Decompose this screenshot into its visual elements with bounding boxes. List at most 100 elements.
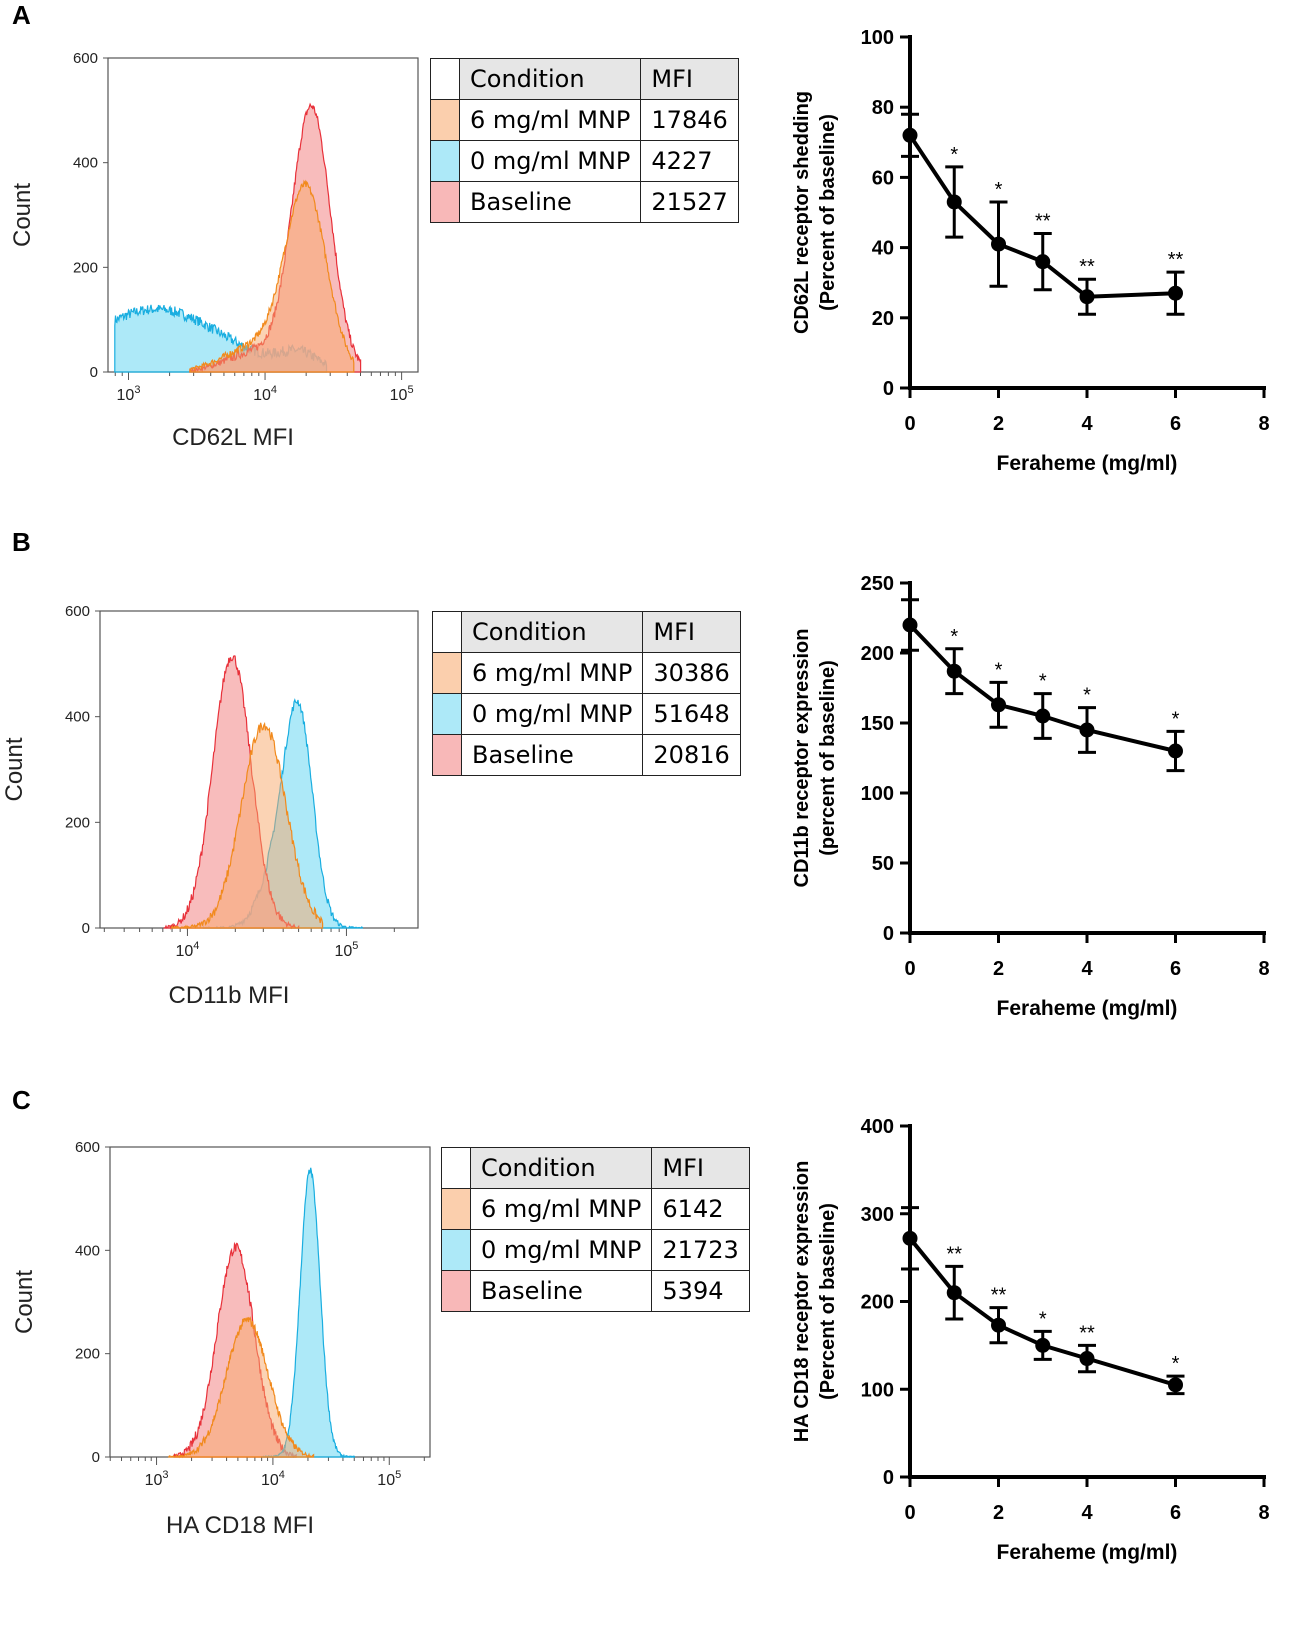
condition-cell: Baseline [469,1270,653,1312]
x-tick-label: 8 [1258,958,1269,980]
panel-label: A [12,0,31,30]
y-axis-label: Count [1,737,28,801]
significance-marker: * [950,144,958,166]
y-tick-label: 20 [872,308,894,330]
y-axis-label: CD62L receptor shedding [791,91,813,334]
condition-cell: Baseline [460,734,644,776]
condition-cell: 0 mg/ml MNP [458,140,642,182]
data-point [902,1230,918,1246]
x-tick-label: 0 [904,958,915,980]
x-tick-label: 8 [1258,413,1269,435]
significance-marker: ** [1079,1322,1095,1344]
swatch-blue [430,140,460,182]
significance-marker: ** [1079,256,1095,278]
x-tick-label: 103 [117,384,141,404]
swatch-orange [430,99,460,141]
x-axis-label: HA CD18 MFI [166,1512,314,1539]
x-tick-label: 2 [993,958,1004,980]
data-point [1035,1337,1051,1353]
swatch-red [441,1270,471,1312]
y-tick-label: 0 [883,1467,894,1489]
histogram-chart: 0 200 400 600 104 105 CD11b MFI Count [1,603,419,1009]
mfi-table: Condition MFI 6 mg/ml MNP 17846 0 mg/ml M… [430,58,739,223]
y-tick-label: 60 [872,167,894,189]
significance-marker: * [950,626,958,648]
y-axis-label: HA CD18 receptor expression [791,1161,813,1443]
significance-marker: * [1039,1308,1047,1330]
y-tick-label: 400 [73,155,98,172]
mfi-cell: 21527 [640,181,739,223]
x-tick-label: 6 [1170,958,1181,980]
y-tick-label: 0 [883,378,894,400]
histogram-orange-series [170,721,324,930]
data-point [1079,289,1095,305]
data-point [1168,743,1183,759]
y-tick-label: 0 [883,923,894,945]
y-tick-label: 400 [75,1242,100,1259]
swatch-blue [432,693,462,735]
significance-marker: ** [991,1285,1007,1307]
mfi-cell: 20816 [642,734,741,776]
panel-c: C 0 200 400 600 103 104 105 HA CD18 MFI Count Co… [0,1085,1290,1635]
y-tick-label: 200 [861,643,894,665]
y-tick-label: 150 [861,713,894,735]
x-tick-label: 105 [334,940,358,960]
series-line [908,623,1176,753]
mfi-cell: 51648 [642,693,741,735]
y-axis-label: Count [11,1270,38,1334]
y-tick-label: 80 [872,97,894,119]
data-point [991,697,1006,713]
x-tick-label: 104 [175,940,199,960]
y-tick-label: 100 [861,27,894,49]
header-mfi: MFI [642,611,741,653]
significance-marker: * [1172,708,1180,730]
condition-cell: 6 mg/ml MNP [469,1188,653,1230]
data-point [902,127,918,143]
significance-marker: ** [1035,211,1051,233]
histogram-orange-series [168,1316,315,1459]
x-tick-label: 2 [993,1502,1004,1524]
x-axis-label: Feraheme (mg/ml) [997,997,1178,1020]
significance-marker: * [1039,671,1047,693]
significance-marker: * [1172,1353,1180,1375]
mfi-cell: 21723 [651,1229,750,1271]
y-axis-label: Count [9,183,36,247]
swatch-red [432,734,462,776]
y-tick-label: 100 [861,1379,894,1401]
swatch-blank [430,58,460,100]
x-tick-label: 104 [261,1469,285,1489]
x-tick-label: 6 [1170,1502,1181,1524]
series-line [908,1237,1177,1387]
significance-marker: * [995,659,1003,681]
y-axis-label-sub: (Percent of baseline) [817,1203,839,1400]
y-tick-label: 400 [861,1116,894,1138]
x-tick-label: 105 [390,384,414,404]
y-tick-label: 300 [861,1204,894,1226]
panel-label: B [12,527,31,557]
data-point [1168,285,1183,301]
header-condition: Condition [458,58,642,100]
x-tick-label: 0 [904,1502,915,1524]
histogram-orange-series [189,179,355,373]
y-tick-label: 600 [75,1139,100,1156]
header-condition: Condition [460,611,644,653]
y-tick-label: 600 [73,50,98,67]
data-point [946,194,962,210]
y-axis-label-sub: (Percent of baseline) [817,114,839,311]
data-point [1079,1351,1095,1367]
significance-marker: * [995,179,1003,201]
x-axis-label: Feraheme (mg/ml) [997,1541,1178,1564]
y-tick-label: 200 [73,259,98,276]
y-tick-label: 0 [82,920,90,937]
y-tick-label: 0 [90,364,98,381]
x-tick-label: 104 [253,384,277,404]
mfi-table: Condition MFI 6 mg/ml MNP 30386 0 mg/ml M… [432,611,741,776]
x-tick-label: 6 [1170,413,1181,435]
y-tick-label: 200 [861,1292,894,1314]
swatch-blank [432,611,462,653]
x-tick-label: 4 [1081,1502,1093,1524]
x-tick-label: 2 [993,413,1004,435]
y-axis-label: CD11b receptor expression [791,629,813,888]
line-chart: 0 20 40 60 80 100 0 2 4 6 8 Feraheme (mg/ml) CD62L r… [791,27,1270,475]
condition-cell: 0 mg/ml MNP [469,1229,653,1271]
